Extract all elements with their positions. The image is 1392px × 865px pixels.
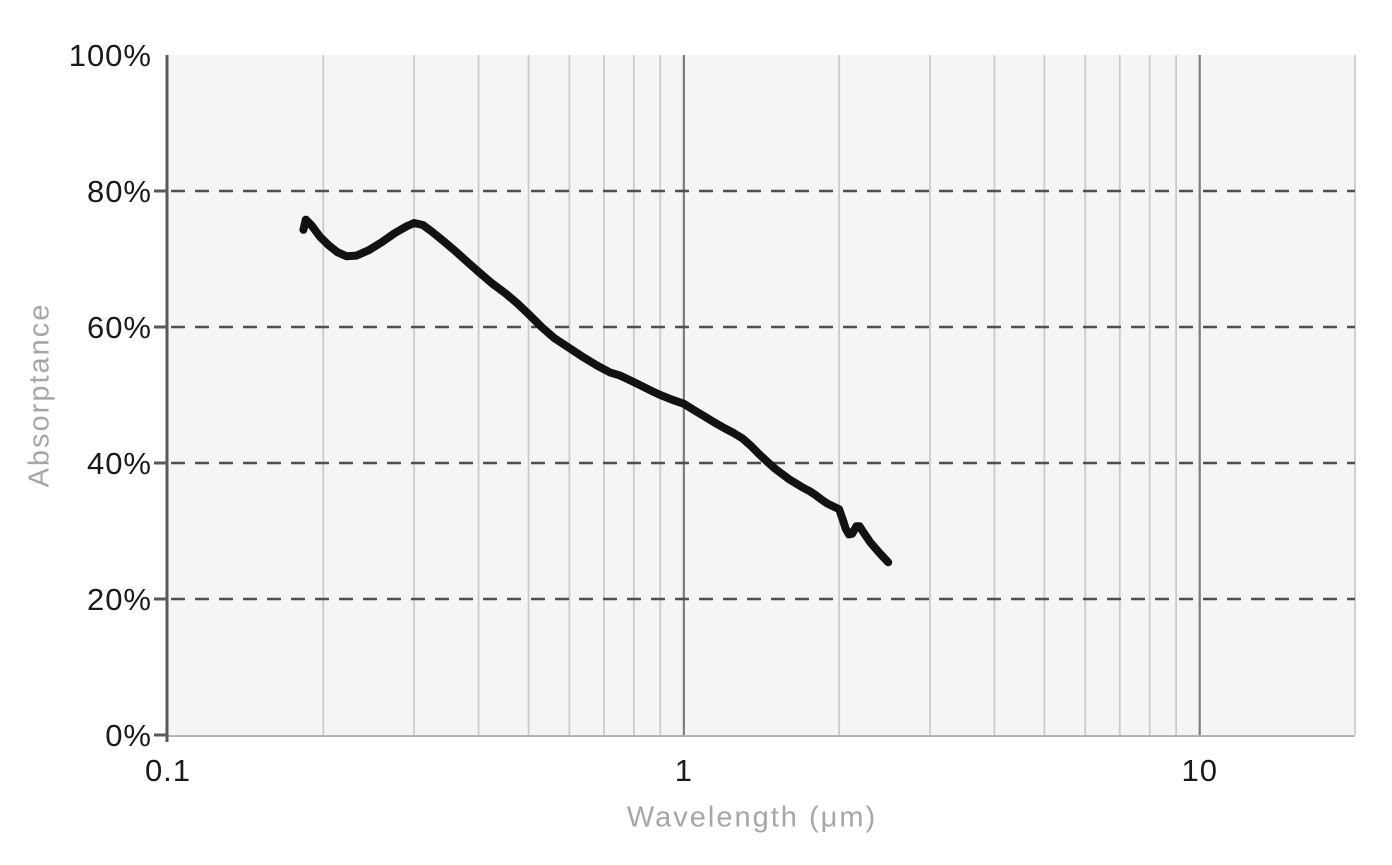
- plot-background: [168, 55, 1355, 735]
- y-tick-label-40: 40%: [87, 446, 152, 481]
- y-tick-label-100: 100%: [69, 38, 152, 73]
- series-curve-absorptance: [299, 215, 893, 567]
- y-tick-label-80: 80%: [87, 174, 152, 209]
- y-tick-label-0: 0%: [105, 718, 152, 753]
- y-axis-title: Absorptance: [23, 302, 56, 488]
- x-tick-label-10: 10: [1181, 753, 1217, 788]
- y-tick-label-20: 20%: [87, 582, 152, 617]
- x-axis-title: Wavelength (μm): [626, 801, 878, 834]
- y-tick-label-60: 60%: [87, 310, 152, 345]
- x-tick-label-0.1: 0.1: [145, 753, 191, 788]
- x-tick-label-1: 1: [675, 753, 693, 788]
